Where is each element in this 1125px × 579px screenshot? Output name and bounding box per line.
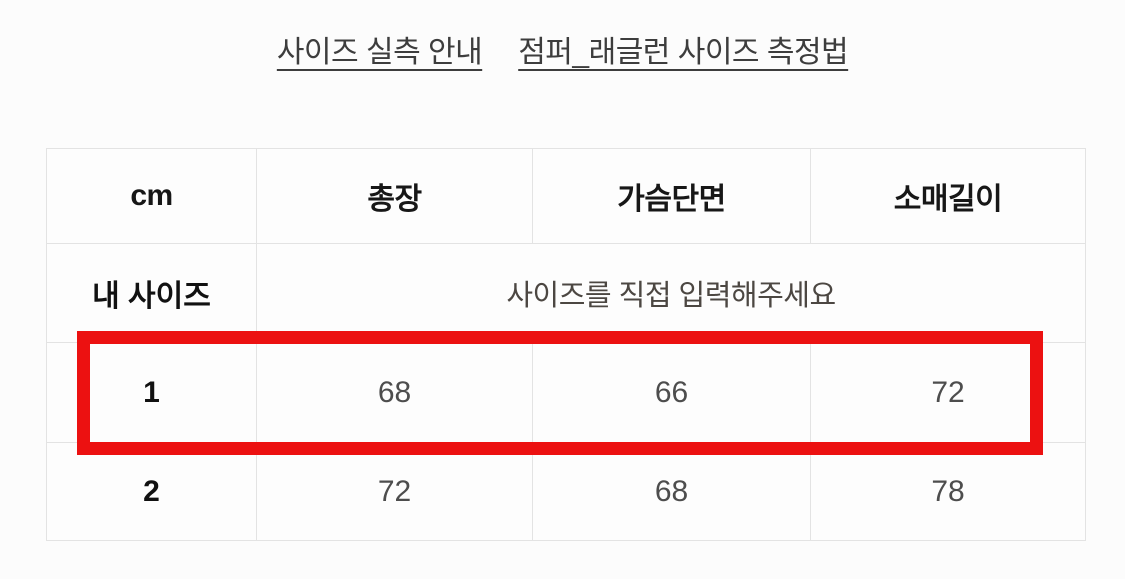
size-1-total-length: 68 — [256, 342, 533, 443]
size-table: cm 총장 가슴단면 소매길이 내 사이즈 사이즈를 직접 입력해주세요 1 6… — [46, 148, 1086, 541]
size-guide-link[interactable]: 사이즈 실측 안내 — [276, 36, 483, 69]
my-size-label: 내 사이즈 — [46, 243, 257, 343]
table-header-row: cm 총장 가슴단면 소매길이 — [46, 148, 1086, 244]
size-2-total-length: 72 — [256, 442, 533, 541]
size-2-chest-width: 68 — [532, 442, 811, 541]
my-size-row: 내 사이즈 사이즈를 직접 입력해주세요 — [46, 243, 1086, 343]
column-header-total-length: 총장 — [256, 148, 533, 244]
size-1-label: 1 — [46, 342, 257, 443]
size-1-chest-width: 66 — [532, 342, 811, 443]
size-1-sleeve-length: 72 — [810, 342, 1086, 443]
measurement-method-link[interactable]: 점퍼_래글런 사이즈 측정법 — [518, 36, 849, 69]
size-2-sleeve-length: 78 — [810, 442, 1086, 541]
column-header-sleeve-length: 소매길이 — [810, 148, 1086, 244]
size-2-label: 2 — [46, 442, 257, 541]
my-size-input-prompt[interactable]: 사이즈를 직접 입력해주세요 — [256, 243, 1086, 343]
table-row-size-1: 1 68 66 72 — [46, 342, 1086, 443]
table-row-size-2: 2 72 68 78 — [46, 442, 1086, 541]
column-header-chest-width: 가슴단면 — [532, 148, 811, 244]
unit-header-cell: cm — [46, 148, 257, 244]
page-title: 사이즈 실측 안내 점퍼_래글런 사이즈 측정법 — [0, 27, 1125, 71]
